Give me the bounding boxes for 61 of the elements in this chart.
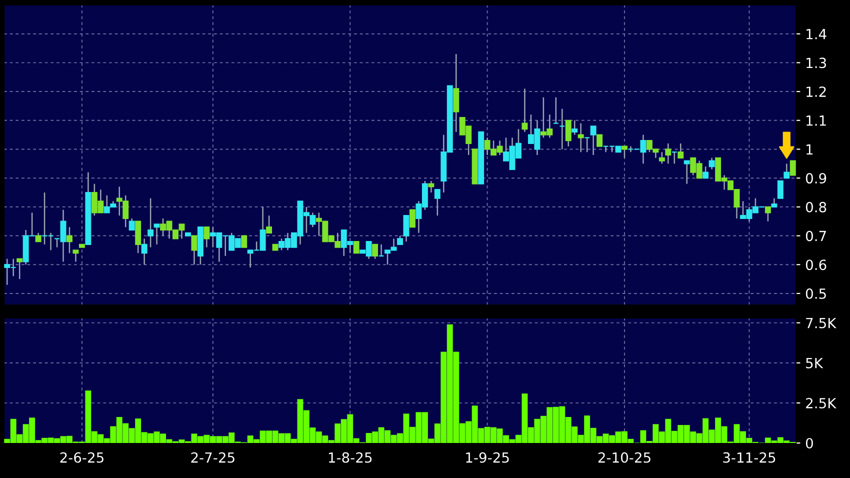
y-tick-label: 0.5 (806, 288, 826, 299)
y-tick-label: 0.6 (806, 260, 826, 270)
candlestick (584, 137, 590, 153)
candlestick (777, 180, 784, 199)
candlestick (578, 122, 584, 153)
candlestick (522, 88, 528, 133)
candlestick (453, 53, 460, 133)
candlestick (135, 220, 142, 254)
candlestick (565, 120, 572, 147)
candlestick (148, 198, 154, 248)
candlestick (590, 126, 596, 156)
candlestick (658, 151, 665, 164)
candlestick (409, 209, 416, 228)
candlestick (66, 226, 72, 254)
candlestick (72, 250, 79, 262)
candlestick (708, 157, 715, 170)
candlestick (552, 96, 559, 124)
candlestick (428, 180, 434, 194)
candlestick (684, 160, 690, 184)
candlestick (378, 244, 384, 257)
y-tick-label: 1.3 (806, 58, 826, 68)
candlestick (353, 240, 360, 254)
candlestick (434, 188, 440, 216)
x-tick-label: 2-7-25 (191, 452, 234, 463)
y-tick-label: 1.4 (806, 28, 826, 40)
candlestick (266, 214, 272, 234)
y-tick-label: 1.1 (806, 116, 826, 126)
x-tick-label: 1-9-25 (466, 452, 509, 463)
x-tick-label: 1-8-25 (328, 452, 372, 463)
candlestick (204, 226, 210, 248)
y-tick-label: 0.7 (806, 230, 826, 242)
candlestick (764, 206, 771, 222)
candlestick (141, 238, 148, 266)
candlestick (154, 224, 160, 246)
y-tick-label: 2.5K (806, 398, 837, 408)
candlestick (559, 108, 566, 150)
candlestick (596, 134, 603, 147)
candlestick (790, 160, 796, 176)
x-tick-label: 2-10-25 (598, 452, 650, 463)
y-tick-label: 7.5K (806, 318, 837, 328)
candlestick (702, 166, 709, 179)
x-tick-label: 3-11-25 (723, 452, 776, 463)
candlestick (784, 163, 790, 179)
candlestick (622, 146, 628, 159)
y-tick-label: 0.9 (806, 173, 826, 184)
candlestick (665, 142, 672, 164)
candlestick (241, 235, 248, 248)
y-tick-label: 5K (806, 358, 824, 368)
x-tick-label: 2-6-25 (60, 452, 104, 463)
candlestick (671, 151, 678, 164)
candlestick (572, 120, 578, 136)
y-tick-label: 1.2 (806, 86, 826, 97)
candlestick (128, 218, 135, 231)
candlestick (678, 142, 684, 159)
y-tick-label: 0.8 (806, 202, 826, 212)
candlestick (403, 214, 410, 242)
y-tick-label: 0 (806, 438, 813, 448)
y-tick-label: 1 (806, 144, 813, 155)
candlestick (16, 258, 23, 280)
candlestick (191, 235, 198, 266)
candlestick (372, 244, 378, 260)
